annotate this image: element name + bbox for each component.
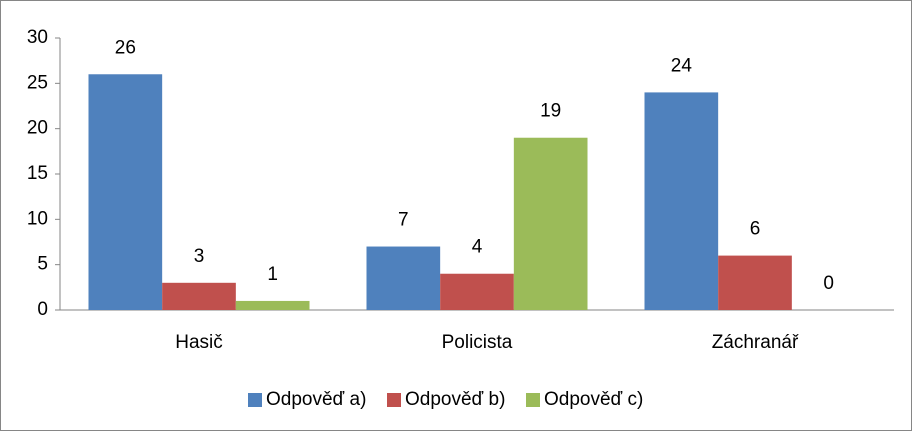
data-label: 6	[750, 219, 761, 240]
legend-swatch	[248, 393, 262, 407]
data-label: 3	[194, 246, 205, 267]
y-tick-label: 5	[37, 254, 48, 275]
data-label: 4	[472, 237, 483, 258]
data-label: 0	[823, 273, 834, 294]
x-tick-label: Hasič	[175, 332, 223, 353]
bar	[162, 282, 236, 310]
legend-swatch	[526, 393, 540, 407]
bar	[644, 92, 719, 311]
y-tick-label: 20	[27, 118, 48, 139]
data-label: 1	[267, 264, 278, 285]
bar	[235, 300, 310, 310]
legend-swatch	[387, 393, 401, 407]
y-tick-label: 15	[27, 163, 48, 184]
legend-label: Odpověď b)	[405, 389, 505, 410]
y-tick-label: 10	[27, 208, 48, 229]
y-tick-label: 0	[37, 299, 48, 320]
bar	[440, 273, 514, 310]
x-tick-label: Policista	[442, 332, 513, 353]
y-tick-label: 30	[27, 27, 48, 48]
data-label: 7	[398, 210, 409, 231]
data-label: 19	[540, 101, 561, 122]
x-tick-label: Záchranář	[712, 332, 799, 353]
y-tick-label: 25	[27, 72, 48, 93]
data-label: 24	[671, 55, 693, 76]
legend-label: Odpověď a)	[266, 389, 366, 410]
bar	[366, 246, 441, 310]
bar	[88, 74, 163, 311]
data-label: 26	[115, 37, 136, 58]
legend-label: Odpověď c)	[544, 389, 643, 410]
bar	[513, 137, 588, 310]
bar	[718, 255, 792, 310]
